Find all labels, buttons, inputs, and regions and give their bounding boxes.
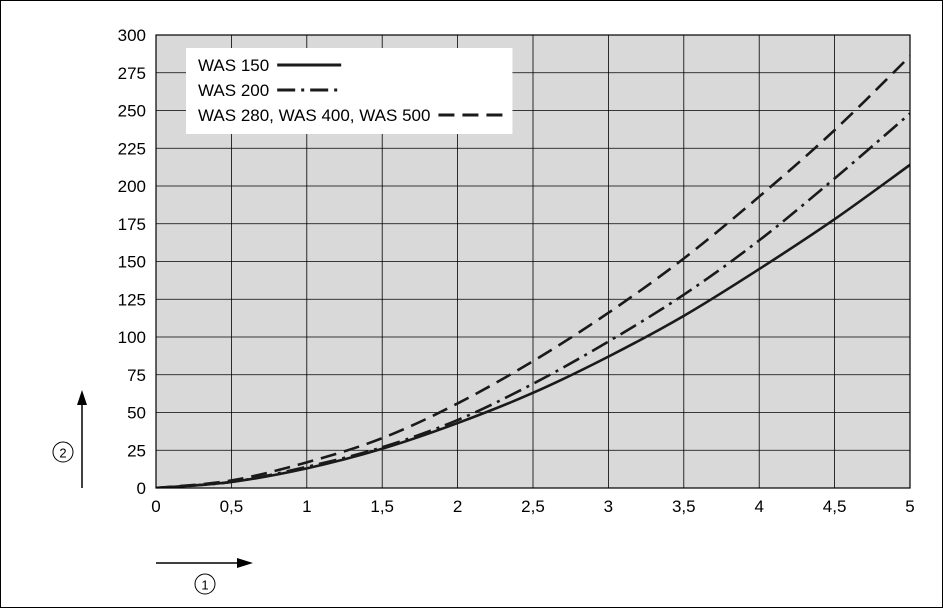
y-tick-label: 275 — [118, 64, 146, 83]
y-tick-label: 175 — [118, 215, 146, 234]
y-tick-label: 200 — [118, 177, 146, 196]
y-tick-label: 150 — [118, 253, 146, 272]
legend-label-3: WAS 280, WAS 400, WAS 500 — [198, 106, 430, 125]
y-tick-label: 300 — [118, 26, 146, 45]
plot-border — [155, 34, 911, 489]
y-tick-label: 100 — [118, 328, 146, 347]
y-tick-label: 50 — [127, 404, 146, 423]
y-tick-label: 25 — [127, 441, 146, 460]
series-layer — [156, 55, 910, 488]
x-axis-arrow — [156, 558, 253, 568]
x-tick-label: 0 — [151, 497, 160, 516]
x-axis-marker-number: 1 — [201, 578, 208, 593]
legend-label-1: WAS 150 — [198, 56, 269, 75]
legend: WAS 150 WAS 200 WAS 280, WAS 400, WAS 500 — [186, 48, 513, 134]
x-tick-label: 2,5 — [521, 497, 545, 516]
x-tick-label: 0,5 — [220, 497, 244, 516]
y-tick-label: 250 — [118, 102, 146, 121]
x-tick-label: 3,5 — [672, 497, 696, 516]
x-tick-label: 4 — [754, 497, 763, 516]
x-tick-labels: 0 0,5 1 1,5 2 2,5 3 3,5 4 4,5 5 — [151, 497, 914, 516]
y-axis-marker: 2 — [52, 441, 74, 463]
series-line-2 — [156, 112, 910, 488]
y-axis-arrow — [77, 390, 87, 488]
legend-label-2: WAS 200 — [198, 81, 269, 100]
y-tick-label: 75 — [127, 366, 146, 385]
x-axis-marker: 1 — [194, 573, 216, 595]
x-tick-label: 1,5 — [370, 497, 394, 516]
legend-box — [186, 48, 513, 134]
y-tick-labels: 0 25 50 75 100 125 150 175 200 225 250 275 300 — [118, 26, 146, 498]
x-tick-label: 2 — [453, 497, 462, 516]
series-line-3 — [156, 55, 910, 488]
y-tick-label: 225 — [118, 139, 146, 158]
y-axis-marker-number: 2 — [59, 446, 66, 461]
x-tick-label: 3 — [604, 497, 613, 516]
y-tick-label: 0 — [137, 479, 146, 498]
y-tick-label: 125 — [118, 290, 146, 309]
x-tick-label: 4,5 — [823, 497, 847, 516]
x-tick-label: 5 — [905, 497, 914, 516]
x-tick-label: 1 — [302, 497, 311, 516]
